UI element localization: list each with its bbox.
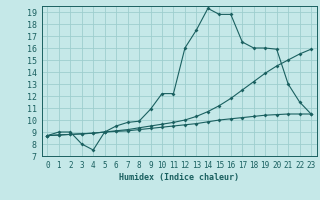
X-axis label: Humidex (Indice chaleur): Humidex (Indice chaleur) xyxy=(119,173,239,182)
